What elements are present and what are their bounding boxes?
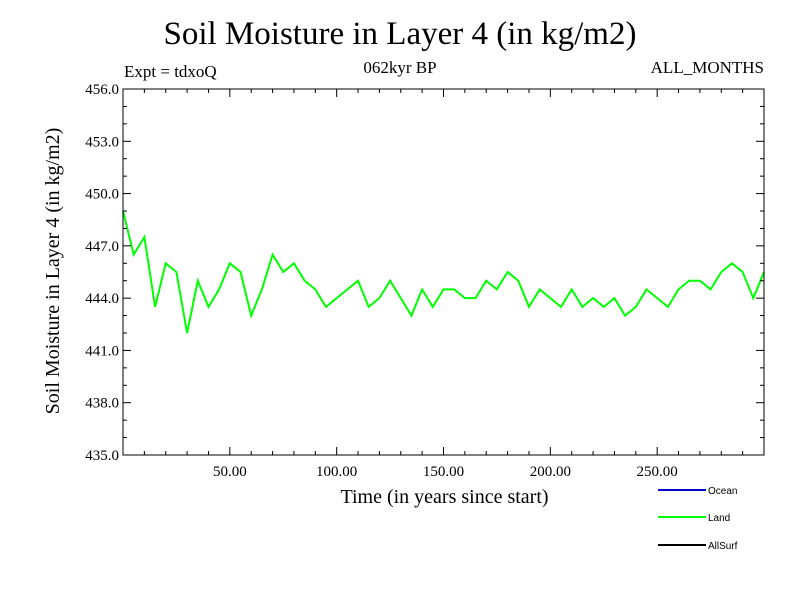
y-tick-label: 444.0 [85,291,119,307]
legend-label-ocean: Ocean [708,486,737,497]
legend-label-land: Land [708,513,730,524]
x-axis-label: Time (in years since start) [340,486,548,508]
months-label: ALL_MONTHS [650,58,764,77]
x-tick-label: 150.00 [423,464,464,480]
y-tick-label: 456.0 [85,82,119,98]
y-tick-label: 447.0 [85,239,119,255]
period-label: 062kyr BP [363,58,437,77]
y-tick-label: 438.0 [85,396,119,412]
x-tick-label: 50.00 [213,464,247,480]
y-tick-label: 435.0 [85,448,119,464]
chart-title: Soil Moisture in Layer 4 (in kg/m2) [163,16,637,52]
y-tick-label: 453.0 [85,134,119,150]
y-tick-label: 441.0 [85,343,119,359]
legend-label-allsurf: AllSurf [708,541,738,552]
plot-frame [122,88,765,456]
x-tick-label: 100.00 [316,464,357,480]
x-tick-label: 200.00 [530,464,571,480]
land-series-line [122,210,765,334]
experiment-label: Expt = tdxoQ [124,62,217,81]
x-tick-label: 250.00 [637,464,678,480]
y-tick-label: 450.0 [85,187,119,203]
y-axis-label: Soil Moisture in Layer 4 (in kg/m2) [42,128,64,415]
